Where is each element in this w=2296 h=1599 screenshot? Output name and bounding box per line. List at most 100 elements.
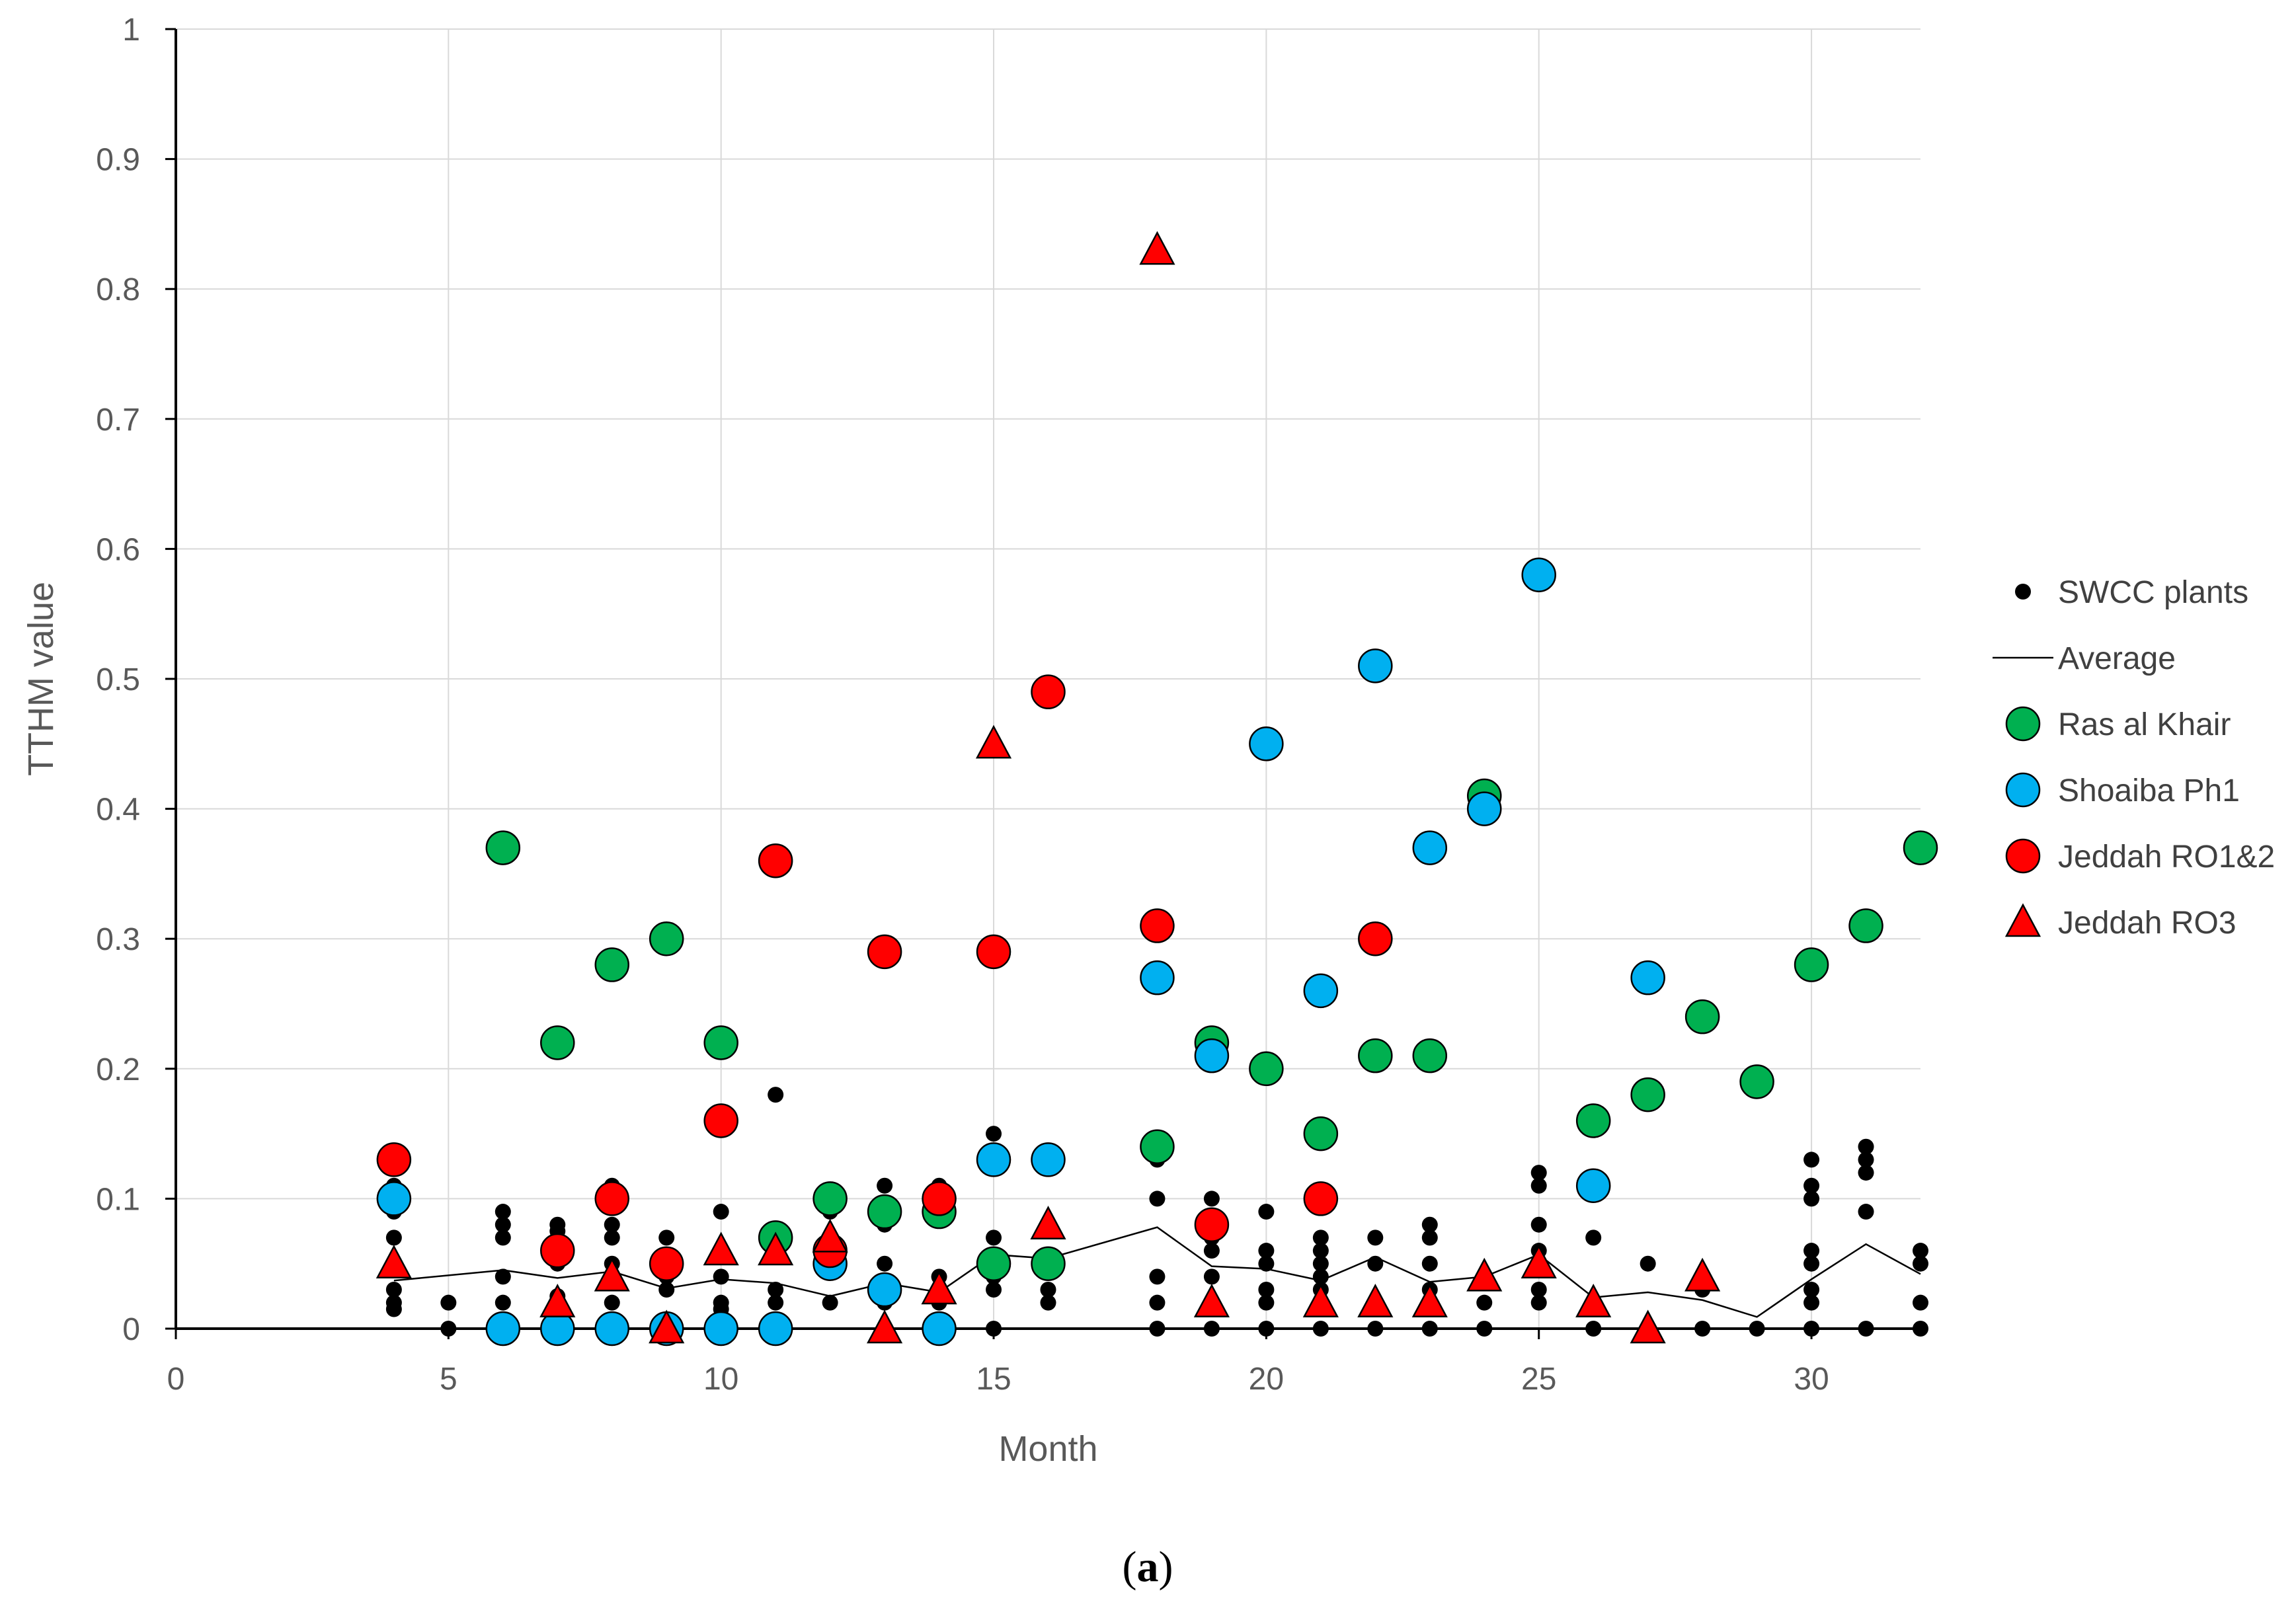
jeddah_ro12-point <box>376 1142 412 1177</box>
legend-swatch-jeddah_ro3 <box>2004 903 2041 937</box>
y-tick-label: 0.9 <box>96 143 140 178</box>
swcc-point <box>1530 1177 1547 1194</box>
swcc-point <box>1367 1255 1384 1272</box>
y-tick-label: 1 <box>122 13 140 48</box>
legend-label: Average <box>2058 641 2176 676</box>
swcc-point <box>822 1294 838 1311</box>
ras_al_khair-point <box>976 1246 1011 1281</box>
jeddah_ro3-point <box>703 1231 739 1266</box>
x-tick-label: 10 <box>703 1362 738 1397</box>
jeddah_ro3-point <box>539 1284 576 1317</box>
swcc-point <box>1694 1321 1711 1337</box>
jeddah_ro3-point <box>1357 1284 1394 1317</box>
jeddah_ro12-point <box>1358 921 1393 956</box>
swcc-point <box>1203 1268 1220 1285</box>
swcc-point <box>1312 1229 1329 1246</box>
swcc-point <box>385 1282 402 1298</box>
jeddah_ro12-point <box>540 1233 575 1268</box>
swcc-point <box>1476 1321 1493 1337</box>
swcc-point <box>1258 1255 1275 1272</box>
swcc-point <box>1530 1282 1547 1298</box>
swcc-point <box>986 1229 1002 1246</box>
shoaiba-point <box>1521 557 1556 592</box>
y-tick-label: 0.5 <box>96 662 140 697</box>
swcc-point <box>768 1087 784 1103</box>
swcc-point <box>1312 1321 1329 1337</box>
swcc-point <box>604 1216 620 1233</box>
jeddah_ro3-point <box>921 1270 957 1305</box>
swcc-point <box>1421 1216 1438 1233</box>
ras_al_khair-point <box>649 921 684 956</box>
jeddah_ro3-point <box>376 1245 412 1278</box>
swcc-point <box>1258 1204 1275 1220</box>
jeddah_ro3-point <box>1684 1257 1721 1292</box>
jeddah_ro3-point <box>867 1309 903 1344</box>
series-swcc <box>385 1087 1928 1337</box>
ras_al_khair-point <box>1575 1103 1611 1138</box>
swcc-point <box>385 1229 402 1246</box>
swcc-point <box>1312 1268 1329 1285</box>
swcc-point <box>1803 1151 1820 1168</box>
shoaiba-point <box>976 1142 1011 1177</box>
jeddah_ro12-point <box>1031 674 1066 709</box>
average-line <box>393 1226 1921 1318</box>
swcc-point <box>1803 1190 1820 1207</box>
swcc-point <box>1803 1282 1820 1298</box>
ras_al_khair-point <box>1303 1116 1339 1151</box>
shoaiba-point <box>1194 1038 1230 1073</box>
swcc-point <box>877 1255 893 1272</box>
swcc-point <box>1040 1282 1056 1298</box>
swcc-point <box>1803 1243 1820 1259</box>
legend-label: Ras al Khair <box>2058 707 2231 742</box>
swcc-point <box>495 1268 511 1285</box>
y-axis-title: TTHM value <box>21 582 61 776</box>
shoaiba-point <box>485 1311 521 1346</box>
swcc-point <box>1367 1321 1384 1337</box>
swcc-point <box>1858 1165 1874 1181</box>
swcc-point <box>495 1204 511 1220</box>
ras_al_khair-point <box>1794 947 1829 982</box>
swcc-point <box>1421 1321 1438 1337</box>
swcc-point <box>1585 1229 1602 1246</box>
swcc-point <box>1421 1255 1438 1272</box>
swcc-point <box>1149 1268 1166 1285</box>
swcc-point <box>1913 1255 1928 1272</box>
y-tick-label: 0.1 <box>96 1182 140 1217</box>
ras_al_khair-point <box>1358 1038 1393 1073</box>
jeddah_ro3-point <box>1302 1284 1339 1317</box>
swcc-point <box>1149 1190 1166 1207</box>
shoaiba-point <box>703 1311 738 1346</box>
x-tick-label: 30 <box>1794 1362 1829 1397</box>
shoaiba-point <box>1630 960 1665 995</box>
x-tick-label: 0 <box>167 1362 185 1397</box>
shoaiba-point <box>1249 726 1284 761</box>
jeddah_ro3-point <box>1630 1309 1666 1344</box>
swcc-point <box>1258 1282 1275 1298</box>
jeddah_ro12-point <box>976 934 1011 970</box>
swcc-point <box>1913 1294 1928 1311</box>
series-shoaiba <box>376 557 1665 1346</box>
jeddah_ro3-point <box>975 724 1012 759</box>
swcc-point <box>713 1204 729 1220</box>
swcc-point <box>1913 1243 1928 1259</box>
series-jeddah_ro3 <box>376 231 1721 1344</box>
swcc-point <box>658 1229 675 1246</box>
swcc-point <box>1858 1151 1874 1168</box>
jeddah_ro3-point <box>1411 1284 1448 1317</box>
jeddah_ro3-point <box>812 1218 848 1253</box>
y-tick-label: 0.6 <box>96 532 140 567</box>
jeddah_ro12-point <box>1194 1207 1230 1242</box>
caption-letter: a <box>1137 1543 1159 1591</box>
swcc-point <box>440 1321 457 1337</box>
legend-swatch-jeddah_ro12 <box>2005 838 2041 874</box>
y-tick-label: 0 <box>122 1312 140 1347</box>
shoaiba-point <box>758 1311 793 1346</box>
y-tick-label: 0.8 <box>96 272 140 307</box>
swcc-point <box>768 1282 784 1298</box>
swcc-point <box>1803 1177 1820 1194</box>
shoaiba-point <box>1358 648 1393 683</box>
swcc-point <box>986 1126 1002 1142</box>
swcc-point <box>1530 1216 1547 1233</box>
swcc-point <box>604 1229 620 1246</box>
swcc-point <box>1421 1229 1438 1246</box>
